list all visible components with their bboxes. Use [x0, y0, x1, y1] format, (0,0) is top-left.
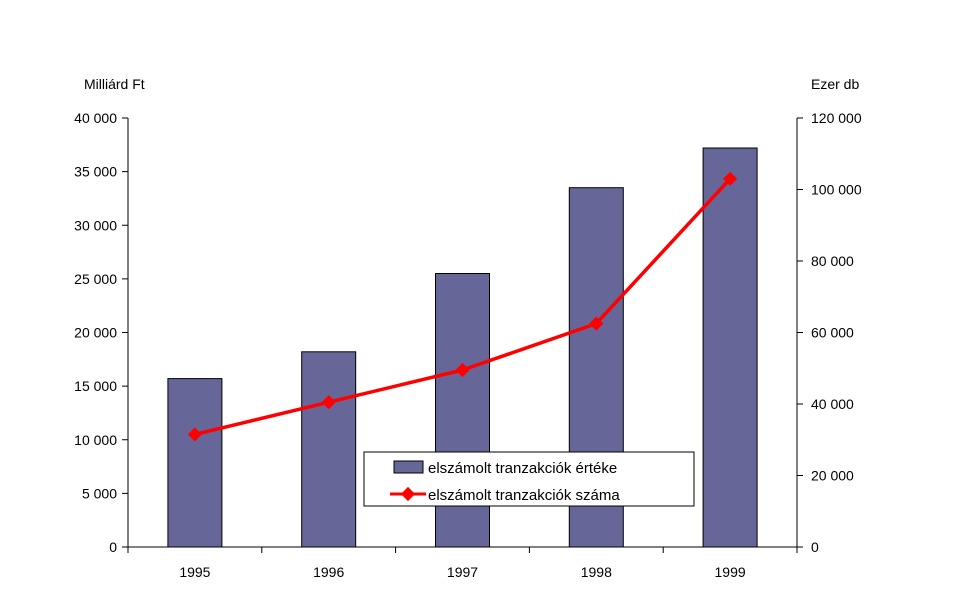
- right-axis-title: Ezer db: [811, 76, 859, 92]
- legend-line-marker: [400, 486, 416, 502]
- line-series-group: [187, 171, 738, 442]
- left-tick-label: 40 000: [74, 110, 117, 126]
- line-point-1996: [321, 395, 336, 410]
- legend-bar-swatch: [393, 460, 424, 474]
- right-tick-label: 60 000: [811, 325, 854, 341]
- line-point-1999: [723, 171, 738, 186]
- x-tick-label: 1997: [447, 564, 478, 580]
- line-point-1995: [187, 427, 202, 442]
- left-tick-label: 20 000: [74, 325, 117, 341]
- right-tick-label: 120 000: [811, 110, 862, 126]
- legend-bar-label: elszámolt tranzakciók értéke: [428, 460, 617, 477]
- left-tick-label: 15 000: [74, 378, 117, 394]
- legend: elszámolt tranzakciók értéke elszámolt t…: [363, 451, 695, 507]
- legend-box: [363, 451, 695, 507]
- left-tick-label: 0: [109, 539, 117, 555]
- left-tick-label: 10 000: [74, 432, 117, 448]
- line-point-1997: [455, 362, 470, 378]
- left-tick-label: 35 000: [74, 164, 117, 180]
- axes-group: 0 5 000 10 000 15 000 20 000 25 000 30 000 35 0…: [74, 110, 862, 580]
- bar-1996: [301, 351, 357, 548]
- line-point-1998: [589, 316, 604, 331]
- legend-line-label: elszámolt tranzakciók száma: [428, 487, 620, 504]
- bar-1999: [702, 147, 758, 548]
- x-tick-label: 1999: [715, 564, 746, 580]
- x-tick-label: 1998: [581, 564, 612, 580]
- right-tick-label: 0: [811, 539, 819, 555]
- bar-1995: [167, 378, 223, 548]
- left-tick-label: 25 000: [74, 271, 117, 287]
- right-tick-label: 40 000: [811, 396, 854, 412]
- left-tick-label: 5 000: [82, 485, 117, 501]
- right-tick-label: 20 000: [811, 468, 854, 484]
- right-tick-label: 80 000: [811, 253, 854, 269]
- x-tick-label: 1996: [313, 564, 344, 580]
- right-tick-label: 100 000: [811, 182, 862, 198]
- left-axis-title: Milliárd Ft: [84, 76, 145, 92]
- x-tick-label: 1995: [179, 564, 210, 580]
- left-tick-label: 30 000: [74, 217, 117, 233]
